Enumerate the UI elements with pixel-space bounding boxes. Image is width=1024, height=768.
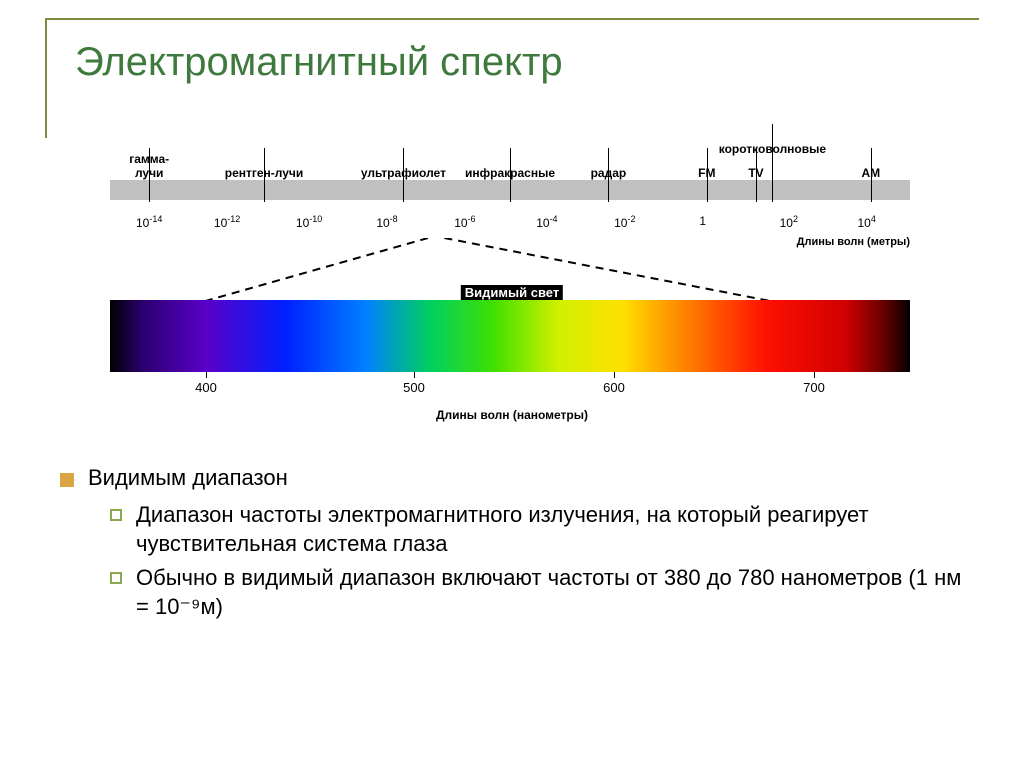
bullet-marker-l2 [110, 509, 122, 521]
visible-spectrum-scale: 400 500 600 700 [110, 380, 910, 400]
band-tick [756, 148, 757, 202]
visible-light-title: Видимый свет [461, 285, 563, 300]
axis-label-nm: Длины волн (нанометры) [436, 408, 588, 422]
bullet-marker-l2 [110, 572, 122, 584]
bullet-text: Диапазон частоты электромагнитного излуч… [136, 501, 964, 558]
visible-scale-tick [206, 372, 207, 378]
band-tick [707, 148, 708, 202]
scale-value: 10-2 [614, 214, 635, 230]
scale-value: 104 [858, 214, 876, 230]
band-tick [608, 148, 609, 202]
scale-value: 10-4 [536, 214, 557, 230]
visible-scale-value: 600 [603, 380, 625, 395]
band-tick [149, 148, 150, 202]
scale-value: 10-6 [454, 214, 475, 230]
visible-scale-tick [414, 372, 415, 378]
visible-scale-value: 400 [195, 380, 217, 395]
scale-value: 10-10 [296, 214, 322, 230]
visible-spectrum-bar [110, 300, 910, 372]
scale-value: 10-12 [214, 214, 240, 230]
scale-value: 1 [699, 214, 706, 228]
em-grey-bar [110, 180, 910, 200]
slide-title: Электромагнитный спектр [75, 40, 563, 85]
band-tick [403, 148, 404, 202]
band-tick [871, 148, 872, 202]
bullet-level2: Обычно в видимый диапазон включают часто… [110, 564, 964, 621]
scale-value: 10-8 [376, 214, 397, 230]
accent-line-left [45, 18, 47, 138]
band-tick [264, 148, 265, 202]
visible-scale-tick [614, 372, 615, 378]
bullet-level2: Диапазон частоты электромагнитного излуч… [110, 501, 964, 558]
scale-value: 10-14 [136, 214, 162, 230]
band-tick [510, 148, 511, 202]
wavelength-scale-meters: Длины волн (метры) 10-1410-1210-1010-810… [100, 214, 920, 238]
visible-scale-value: 700 [803, 380, 825, 395]
scale-value: 102 [780, 214, 798, 230]
visible-scale-tick [814, 372, 815, 378]
bullet-marker-l1 [60, 473, 74, 487]
bullet-level1: Видимым диапазон [60, 465, 964, 491]
visible-scale-value: 500 [403, 380, 425, 395]
bullet-content: Видимым диапазон Диапазон частоты электро… [60, 465, 964, 627]
bullet-text: Обычно в видимый диапазон включают часто… [136, 564, 964, 621]
band-tick [772, 124, 773, 202]
accent-line-top [45, 18, 979, 20]
bullet-text: Видимым диапазон [88, 465, 288, 491]
